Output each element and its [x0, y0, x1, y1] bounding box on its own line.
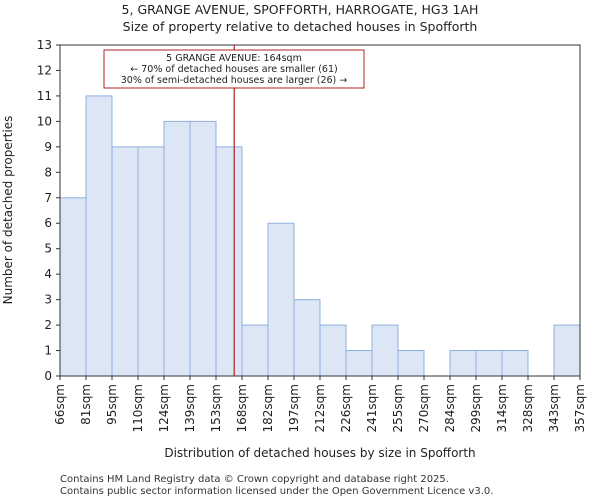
y-tick-label: 9 — [44, 140, 52, 154]
x-tick-label: 197sqm — [287, 384, 301, 432]
x-tick-label: 139sqm — [183, 384, 197, 432]
x-tick-label: 226sqm — [339, 384, 353, 432]
x-tick-label: 328sqm — [521, 384, 535, 432]
footer-line-1: Contains HM Land Registry data © Crown c… — [60, 474, 449, 485]
x-tick-label: 357sqm — [573, 384, 587, 432]
y-tick-label: 1 — [44, 344, 52, 358]
bar-255sqm — [397, 350, 425, 377]
x-tick-label: 153sqm — [209, 384, 223, 432]
bars-group — [59, 95, 581, 377]
x-tick-label: 284sqm — [443, 384, 457, 432]
chart-title-line-1: 5, GRANGE AVENUE, SPOFFORTH, HARROGATE, … — [122, 2, 479, 17]
y-tick-label: 2 — [44, 318, 52, 332]
x-tick-label: 182sqm — [261, 384, 275, 432]
annotation-box: 5 GRANGE AVENUE: 164sqm ← 70% of detache… — [103, 49, 365, 89]
x-tick-label: 255sqm — [391, 384, 405, 432]
y-tick-label: 0 — [44, 369, 52, 383]
bar-314sqm — [501, 350, 529, 377]
x-axis-label: Distribution of detached houses by size … — [164, 446, 475, 460]
x-tick-label: 270sqm — [417, 384, 431, 432]
bar-212sqm — [319, 324, 347, 377]
y-tick-label: 12 — [37, 63, 52, 77]
bar-284sqm — [449, 350, 477, 377]
bar-197sqm — [293, 299, 321, 377]
x-tick-label: 241sqm — [365, 384, 379, 432]
bar-139sqm — [189, 120, 217, 377]
x-tick-label: 314sqm — [495, 384, 509, 432]
bar-241sqm — [371, 324, 399, 377]
y-tick-label: 6 — [44, 216, 52, 230]
annotation-line-2: ← 70% of detached houses are smaller (61… — [130, 64, 337, 75]
chart-title-line-2: Size of property relative to detached ho… — [123, 19, 478, 34]
y-tick-label: 8 — [44, 165, 52, 179]
annotation-line-3: 30% of semi-detached houses are larger (… — [121, 75, 348, 86]
annotation-box-frame — [103, 49, 365, 89]
bar-66sqm — [59, 197, 87, 377]
x-tick-label: 110sqm — [131, 384, 145, 432]
bar-343sqm — [553, 324, 581, 377]
bar-110sqm — [137, 146, 165, 377]
bar-95sqm — [111, 146, 139, 377]
y-tick-label: 7 — [44, 191, 52, 205]
bar-226sqm — [345, 350, 373, 377]
x-tick-label: 66sqm — [53, 384, 67, 425]
x-tick-label: 299sqm — [469, 384, 483, 432]
footer-line-2: Contains public sector information licen… — [60, 486, 493, 497]
x-tick-label: 168sqm — [235, 384, 249, 432]
y-axis-label: Number of detached properties — [1, 116, 15, 305]
bar-168sqm — [241, 324, 269, 377]
y-tick-label: 4 — [44, 267, 52, 281]
bar-153sqm — [215, 146, 243, 377]
y-tick-label: 10 — [37, 114, 52, 128]
bar-299sqm — [475, 350, 503, 377]
x-tick-label: 343sqm — [547, 384, 561, 432]
x-tick-label: 124sqm — [157, 384, 171, 432]
x-tick-label: 95sqm — [105, 384, 119, 425]
y-tick-label: 13 — [37, 38, 52, 52]
bar-81sqm — [85, 95, 113, 377]
x-tick-label: 81sqm — [79, 384, 93, 425]
plot-area-frame — [59, 44, 581, 377]
bar-182sqm — [267, 222, 295, 377]
y-tick-label: 11 — [37, 89, 52, 103]
y-tick-label: 3 — [44, 293, 52, 307]
x-tick-label: 212sqm — [313, 384, 327, 432]
annotation-line-1: 5 GRANGE AVENUE: 164sqm — [166, 53, 302, 64]
x-axis-ticks: 66sqm 81sqm 95sqm 110sqm 124sqm 139sqm 153sqm 1… — [53, 376, 587, 432]
y-tick-label: 5 — [44, 242, 52, 256]
bar-124sqm — [163, 120, 191, 377]
